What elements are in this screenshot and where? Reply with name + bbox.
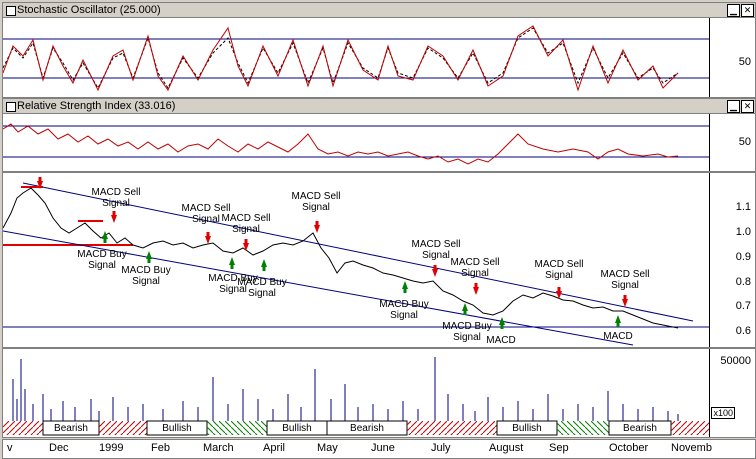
signal-label: MACD Sell Signal [411, 239, 461, 261]
rsi-plot [2, 114, 710, 171]
rsi-panel: Relative Strength Index (33.016) ▁ ✕ 50 [2, 98, 756, 172]
signal-label: MACD Sell Signal [450, 257, 500, 279]
price-plot: MACD Sell Signal MACD Buy Signal MACD Bu… [2, 173, 710, 347]
rsi-lines [2, 123, 709, 165]
volume-plot: Bearish Bullish Bullish Bearish Bullish … [3, 349, 710, 437]
minimize-button[interactable]: ▁ [727, 100, 740, 113]
volume-panel: Bearish Bullish Bullish Bearish Bullish … [2, 348, 756, 438]
trend-band-label: Bullish [162, 423, 192, 434]
signal-label: MACD Sell Signal [291, 191, 341, 213]
date-label: Dec [49, 442, 69, 454]
date-label: 1999 [99, 442, 124, 454]
sell-arrows [37, 177, 628, 307]
signal-label: MACD Buy Signal [237, 277, 287, 299]
scale-label: 1.1 [735, 201, 751, 213]
signal-label: MACD Buy Signal [442, 321, 492, 343]
date-label: v [7, 442, 13, 454]
signal-label: MACD Buy Signal [77, 249, 127, 271]
trend-band-label: Bearish [350, 423, 384, 434]
close-button[interactable]: ✕ [741, 4, 754, 17]
signal-label: MACD [603, 331, 633, 342]
stochastic-lines [2, 25, 709, 92]
stochastic-panel: Stochastic Oscillator (25.000) ▁ ✕ 50 [2, 2, 756, 98]
scale-label: 0.8 [735, 276, 751, 288]
trend-band-label: Bullish [282, 423, 312, 434]
stochastic-title: Stochastic Oscillator (25.000) [17, 4, 161, 16]
scale-label: 50 [738, 136, 751, 148]
signal-label: MACD Sell Signal [534, 259, 584, 281]
trend-band-label: Bearish [623, 423, 657, 434]
date-label: October [609, 442, 649, 454]
date-label: Sep [549, 442, 569, 454]
scale-label: 1.0 [735, 226, 751, 238]
scale-label: 0.6 [735, 325, 751, 337]
scale-label: 50 [738, 56, 751, 68]
price-panel: MACD Sell Signal MACD Buy Signal MACD Bu… [2, 172, 756, 348]
signal-label: MACD Sell Signal [181, 203, 231, 225]
stochastic-titlebar: Stochastic Oscillator (25.000) ▁ ✕ [3, 3, 755, 18]
volume-multiplier: x100 [711, 407, 735, 419]
rsi-scale: 50 [710, 114, 755, 171]
date-label: Novemb [671, 442, 712, 454]
date-label: August [489, 442, 524, 454]
date-label: May [317, 442, 338, 454]
signal-label: MACD Sell Signal [91, 187, 141, 209]
volume-bars [3, 357, 709, 436]
rsi-title: Relative Strength Index (33.016) [17, 100, 176, 112]
minimize-button[interactable]: ▁ [727, 4, 740, 17]
date-axis: v Dec 1999 Feb March April May June July… [2, 439, 756, 459]
signal-label: MACD [486, 335, 516, 346]
stochastic-plot [2, 18, 710, 97]
price-scale: 1.1 1.0 0.9 0.8 0.7 0.6 [710, 173, 755, 347]
signal-label: MACD Buy Signal [379, 299, 429, 321]
price-chart [2, 177, 709, 346]
panel-menu-icon[interactable] [6, 6, 16, 16]
signal-label: MACD Buy Signal [121, 265, 171, 287]
trend-band-label: Bullish [512, 423, 542, 434]
trend-band-label: Bearish [54, 423, 88, 434]
scale-label: 0.7 [735, 300, 751, 312]
scale-label: 0.9 [735, 251, 751, 263]
signal-label: MACD Sell Signal [221, 213, 271, 235]
rsi-titlebar: Relative Strength Index (33.016) ▁ ✕ [3, 99, 755, 114]
close-button[interactable]: ✕ [741, 100, 754, 113]
date-label: June [371, 442, 395, 454]
date-label: Feb [151, 442, 170, 454]
signal-label: MACD Buy Signal [208, 273, 258, 295]
signal-label: MACD Sell Signal [600, 269, 650, 291]
stochastic-scale: 50 [710, 18, 755, 97]
date-label: July [431, 442, 451, 454]
volume-scale: 50000 x100 [710, 349, 755, 437]
buy-arrows [102, 231, 621, 329]
scale-label: 50000 [720, 355, 751, 367]
date-label: March [203, 442, 234, 454]
panel-menu-icon[interactable] [6, 102, 16, 112]
date-label: April [263, 442, 286, 454]
